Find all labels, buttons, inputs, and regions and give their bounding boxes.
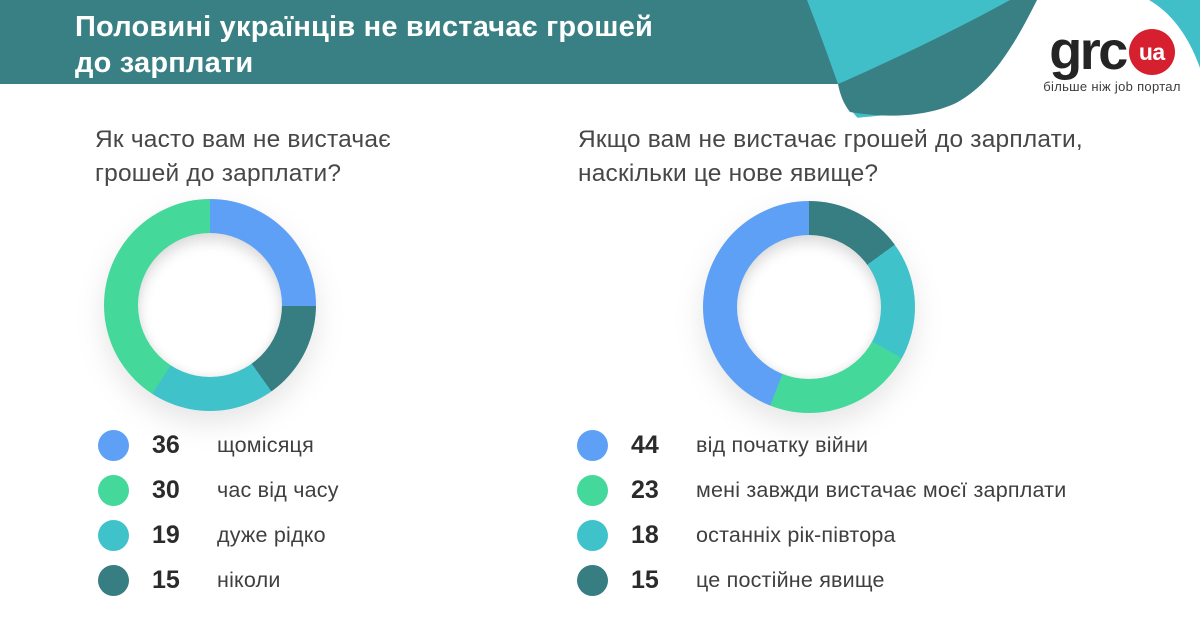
chart-title-line1: Як часто вам не вистачає	[95, 126, 391, 153]
legend-label: час від часу	[217, 478, 339, 502]
header-banner	[0, 0, 860, 84]
legend-novelty: 44 від початку війни 23 мені завжди вист…	[577, 430, 1066, 596]
donut-chart-frequency	[104, 199, 316, 411]
legend-value: 36	[152, 431, 180, 459]
legend-label: це постійне явище	[696, 568, 885, 592]
legend-label: від початку війни	[696, 433, 869, 457]
legend-label: останніх рік-півтора	[696, 523, 896, 547]
legend-value: 23	[631, 476, 659, 504]
legend-value: 30	[152, 476, 180, 504]
legend-value: 15	[152, 566, 180, 594]
legend-color-dot	[98, 520, 129, 551]
legend-color-dot	[98, 565, 129, 596]
legend-label: щомісяця	[217, 433, 314, 457]
legend-frequency: 36 щомісяця 30 час від часу 19 дуже рідк…	[98, 430, 339, 596]
page-title-line2: до зарплати	[75, 47, 254, 79]
page-title-line1: Половині українців не вистачає грошей	[75, 11, 653, 43]
page-title: Половині українців не вистачає грошей до…	[75, 9, 653, 81]
chart-title-line2: грошей до зарплати?	[95, 160, 342, 187]
legend-label: дуже рідко	[217, 523, 326, 547]
wave-teal-shape	[838, 0, 1037, 116]
legend-label: ніколи	[217, 568, 281, 592]
donut-chart-novelty	[703, 201, 915, 413]
legend-row: 44 від початку війни	[577, 430, 1066, 461]
legend-row: 15 ніколи	[98, 565, 339, 596]
logo-ua-badge: ua	[1128, 29, 1175, 75]
legend-row: 15 це постійне явище	[577, 565, 1066, 596]
legend-row: 30 час від часу	[98, 475, 339, 506]
logo-tagline: більше ніж job портал	[1043, 79, 1181, 94]
legend-label: мені завжди вистачає моєї зарплати	[696, 478, 1067, 502]
legend-row: 23 мені завжди вистачає моєї зарплати	[577, 475, 1066, 506]
legend-row: 36 щомісяця	[98, 430, 339, 461]
legend-color-dot	[98, 475, 129, 506]
legend-row: 18 останніх рік-півтора	[577, 520, 1066, 551]
chart-title-novelty: Якщо вам не вистачає грошей до зарплати,…	[578, 123, 1083, 191]
legend-color-dot	[577, 430, 608, 461]
legend-color-dot	[98, 430, 129, 461]
wave-white-shape	[795, 0, 1200, 135]
legend-color-dot	[577, 520, 608, 551]
legend-value: 15	[631, 566, 659, 594]
logo: grc ua більше ніж job портал	[1042, 21, 1182, 94]
chart-title-line2: наскільки це нове явище?	[578, 160, 879, 187]
legend-row: 19 дуже рідко	[98, 520, 339, 551]
legend-value: 19	[152, 521, 180, 549]
legend-color-dot	[577, 475, 608, 506]
chart-title-frequency: Як часто вам не вистачає грошей до зарпл…	[95, 123, 391, 191]
chart-title-line1: Якщо вам не вистачає грошей до зарплати,	[578, 126, 1083, 153]
donut-hole	[737, 235, 881, 379]
legend-value: 18	[631, 521, 659, 549]
legend-value: 44	[631, 431, 659, 459]
donut-hole	[138, 233, 282, 377]
legend-color-dot	[577, 565, 608, 596]
logo-brand-text: grc	[1049, 21, 1128, 81]
corner-wave-decoration	[795, 0, 1200, 135]
